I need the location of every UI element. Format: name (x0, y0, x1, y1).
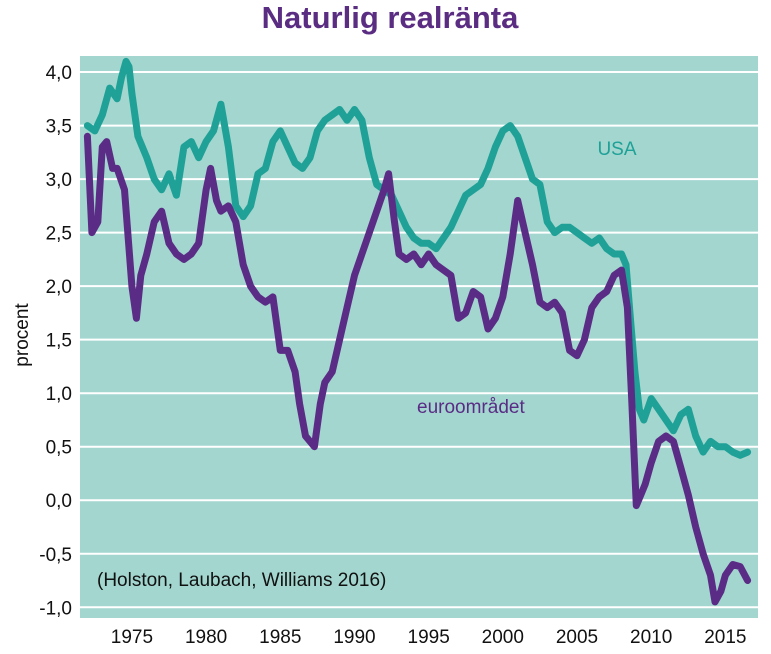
y-tick-label: 1,0 (46, 384, 72, 405)
y-tick-label: 0,5 (46, 438, 72, 459)
x-tick-label: 1985 (259, 627, 301, 648)
x-tick-label: 1990 (333, 627, 375, 648)
x-tick-label: 1980 (185, 627, 227, 648)
y-tick-label: 2,0 (46, 277, 72, 298)
source-annotation: (Holston, Laubach, Williams 2016) (97, 570, 386, 591)
y-tick-label: -1,0 (39, 598, 72, 619)
y-tick-label: 4,0 (46, 63, 72, 84)
y-tick-labels: 4,0 3,5 3,0 2,5 2,0 1,5 1,0 0,5 0,0 -0,5 -1,0 (39, 63, 72, 619)
x-tick-labels: 1975 1980 1985 1990 1995 2000 2005 2010 2015 (111, 627, 747, 648)
series-line-euro (83, 132, 752, 606)
grid-lines (80, 71, 758, 609)
x-tick-label: 2015 (704, 627, 746, 648)
x-tick-label: 1975 (111, 627, 153, 648)
series-label-usa: USA (597, 139, 636, 160)
y-tick-label: 0,0 (46, 491, 72, 512)
chart-title: Naturlig realränta (262, 0, 519, 35)
x-tick-label: 2000 (482, 627, 524, 648)
y-tick-label: 1,5 (46, 331, 72, 352)
x-tick-label: 2010 (630, 627, 672, 648)
series-line-usa (83, 57, 752, 459)
y-tick-label: 3,5 (46, 117, 72, 138)
plot-area (80, 56, 758, 618)
series-layer (83, 57, 752, 606)
y-tick-label: 3,0 (46, 170, 72, 191)
y-tick-label: 2,5 (46, 224, 72, 245)
y-tick-label: -0,5 (39, 545, 72, 566)
series-label-euro: euroområdet (417, 397, 525, 418)
y-axis-label: procent (12, 303, 33, 367)
x-tick-label: 1995 (408, 627, 450, 648)
x-tick-label: 2005 (556, 627, 598, 648)
